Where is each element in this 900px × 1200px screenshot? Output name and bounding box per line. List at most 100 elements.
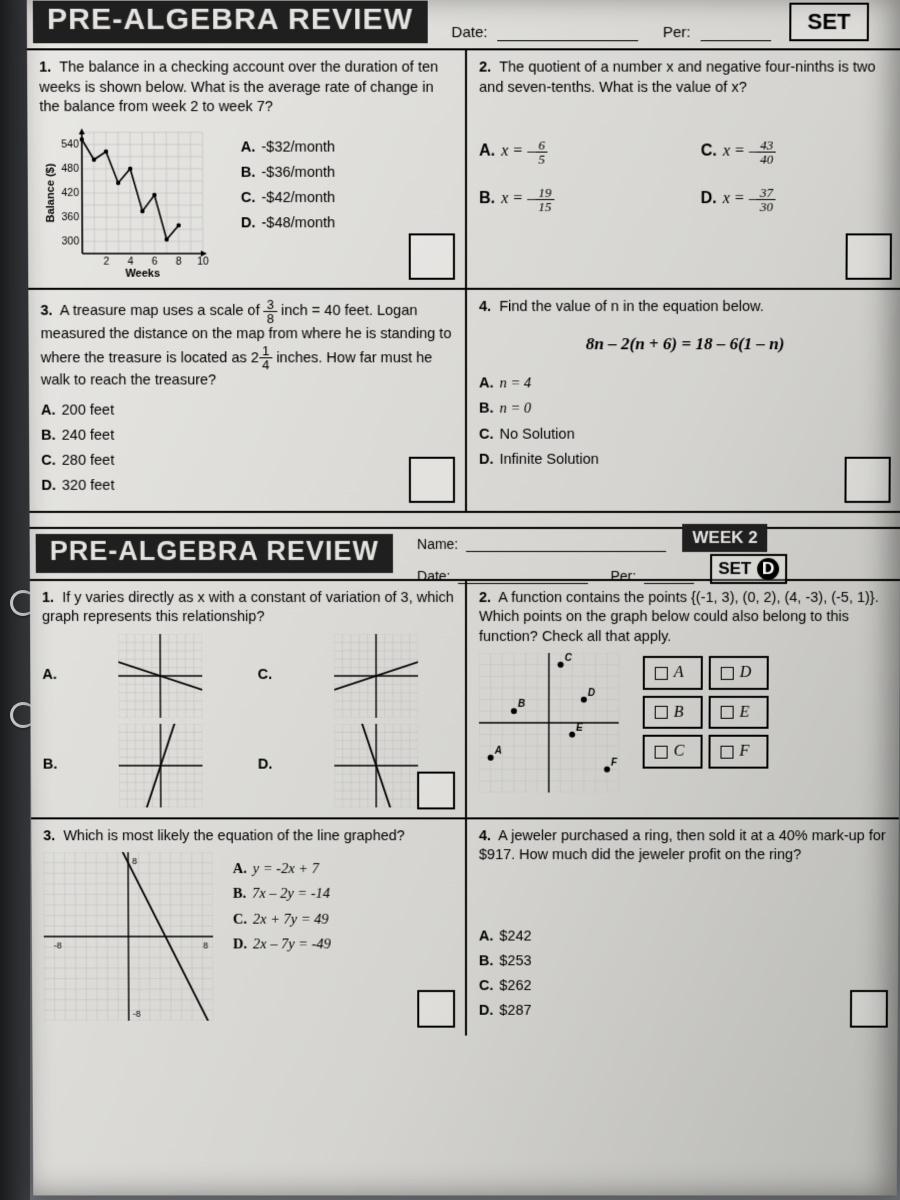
svg-text:8: 8	[203, 941, 208, 951]
chk-d[interactable]: D	[709, 656, 769, 690]
q3-opt-c: 280 feet	[62, 453, 115, 469]
s2q1-graph-b	[119, 723, 203, 807]
q3-opt-d: 320 feet	[62, 478, 115, 494]
per-line[interactable]	[701, 27, 772, 41]
q4-opt-a: n = 4	[500, 376, 532, 392]
q1-chart: 540 480 420 360 300 2 4 6 8 10 Weeks Balance ($)	[40, 126, 222, 277]
set-box2: SETD	[710, 554, 787, 584]
date-label: Date:	[451, 24, 487, 41]
svg-text:D: D	[588, 688, 595, 699]
q1-choices: A.-$32/month B.-$36/month C.-$42/month D…	[241, 136, 336, 238]
s2q1-graph-c	[334, 634, 418, 718]
q3-text: A treasure map uses a scale of 38 inch =…	[41, 303, 452, 389]
sheet1-title: PRE-ALGEBRA REVIEW	[33, 1, 428, 44]
chk-f[interactable]: F	[708, 735, 768, 768]
s2q1-graph-d	[334, 723, 418, 807]
svg-text:-8: -8	[54, 941, 62, 951]
s2q3-cell: 3. Which is most likely the equation of …	[31, 819, 465, 1035]
q4-cell: 4. Find the value of n in the equation b…	[465, 290, 900, 511]
s2q3-opt-d: 2x – 7y = -49	[253, 936, 331, 952]
s2q3-answer-box[interactable]	[417, 990, 455, 1028]
svg-text:8: 8	[132, 856, 137, 866]
set-box: SET	[789, 3, 869, 42]
svg-text:2: 2	[104, 255, 110, 267]
svg-text:540: 540	[61, 138, 79, 150]
q1-opt-c: -$42/month	[261, 190, 335, 206]
s2q4-opt-a: $242	[499, 928, 531, 944]
s2q4-text: A jeweler purchased a ring, then sold it…	[479, 828, 886, 863]
q3-num: 3.	[40, 303, 52, 319]
q3-opt-a: 200 feet	[62, 402, 115, 418]
s2q1-text: If y varies directly as x with a constan…	[42, 590, 454, 626]
chk-b[interactable]: B	[643, 696, 703, 729]
svg-text:A: A	[494, 746, 502, 757]
s2q2-plot: ABCDEF	[479, 653, 629, 793]
q1-answer-box[interactable]	[409, 233, 455, 279]
q2-num: 2.	[479, 59, 491, 75]
svg-text:-8: -8	[133, 1009, 141, 1019]
svg-text:360: 360	[62, 211, 80, 223]
svg-text:8: 8	[176, 255, 182, 267]
svg-text:C: C	[565, 653, 573, 664]
name-line[interactable]	[466, 538, 666, 552]
q1-opt-d: -$48/month	[262, 215, 336, 231]
s2q3-num: 3.	[43, 828, 55, 844]
q2-opt-c: C.x = –4340	[701, 139, 893, 166]
s2q4-opt-c: $262	[499, 978, 531, 994]
s2q3-opt-a: y = -2x + 7	[253, 861, 319, 877]
s2q3-opt-b: 7x – 2y = -14	[252, 886, 330, 902]
q1-cell: 1. The balance in a checking account ove…	[27, 50, 465, 287]
q4-opt-b: n = 0	[500, 401, 532, 417]
q4-choices: A.n = 4 B.n = 0 C.No Solution D.Infinite…	[479, 373, 891, 472]
q4-answer-box[interactable]	[844, 456, 890, 502]
svg-text:Weeks: Weeks	[125, 267, 160, 277]
date-line[interactable]	[498, 27, 639, 41]
svg-text:10: 10	[197, 255, 209, 267]
s2q4-choices: A.$242 B.$253 C.$262 D.$287	[479, 925, 888, 1023]
week-label: WEEK 2	[682, 524, 767, 552]
svg-text:Balance ($): Balance ($)	[45, 163, 57, 223]
sheet1-row2: 3. A treasure map uses a scale of 38 inc…	[28, 290, 900, 513]
s2q4-answer-box[interactable]	[850, 990, 888, 1028]
s2q4-opt-b: $253	[499, 953, 531, 969]
svg-text:420: 420	[61, 187, 79, 199]
s2q3-choices: A.y = -2x + 7 B.7x – 2y = -14 C.2x + 7y …	[233, 858, 331, 958]
q3-choices: A.200 feet B.240 feet C.280 feet D.320 f…	[41, 399, 455, 498]
sheet2-title: PRE-ALGEBRA REVIEW	[36, 534, 393, 573]
s2q2-checks: AD BE CF	[643, 653, 775, 793]
s2q2-text: A function contains the points {(-1, 3),…	[479, 590, 879, 645]
q2-text: The quotient of a number x and negative …	[479, 59, 876, 95]
chk-e[interactable]: E	[709, 696, 769, 729]
svg-text:E: E	[576, 723, 583, 734]
q3-answer-box[interactable]	[409, 456, 455, 502]
chk-a[interactable]: A	[643, 656, 703, 690]
q4-opt-c: No Solution	[500, 426, 575, 442]
svg-text:480: 480	[61, 162, 79, 174]
q4-num: 4.	[479, 299, 491, 315]
q2-answer-box[interactable]	[846, 233, 892, 279]
q4-equation: 8n – 2(n + 6) = 18 – 6(1 – n)	[479, 333, 891, 356]
worksheet-page: PRE-ALGEBRA REVIEW Date: Per: SET 1. The…	[27, 0, 900, 1195]
s2q4-num: 4.	[479, 828, 491, 844]
sheet1-row1: 1. The balance in a checking account ove…	[27, 50, 900, 289]
q2-cell: 2. The quotient of a number x and negati…	[465, 50, 900, 287]
s2q3-plot: -8 8 8 -8	[43, 852, 213, 1021]
svg-text:6: 6	[152, 255, 158, 267]
sheet1-header: PRE-ALGEBRA REVIEW Date: Per: SET	[27, 0, 900, 50]
q1-num: 1.	[39, 59, 51, 75]
q1-opt-b: -$36/month	[261, 165, 335, 181]
s2q1-answer-box[interactable]	[417, 771, 455, 809]
q4-opt-d: Infinite Solution	[500, 451, 599, 467]
s2q3-text: Which is most likely the equation of the…	[63, 828, 405, 844]
svg-text:4: 4	[128, 255, 134, 267]
sheet2-row1: 1. If y varies directly as x with a cons…	[30, 581, 900, 819]
q2-opt-b: B.x = –1915	[479, 186, 670, 213]
q4-text: Find the value of n in the equation belo…	[499, 299, 764, 315]
q2-opt-a: A.x = –65	[479, 139, 671, 166]
q3-cell: 3. A treasure map uses a scale of 38 inc…	[28, 290, 465, 511]
sheet2-header: PRE-ALGEBRA REVIEW Name: WEEK 2 Date: Pe…	[30, 527, 900, 581]
s2q3-opt-c: 2x + 7y = 49	[253, 911, 329, 927]
chk-c[interactable]: C	[643, 735, 703, 768]
s2q1-cell: 1. If y varies directly as x with a cons…	[30, 581, 465, 818]
svg-text:300: 300	[62, 235, 80, 247]
